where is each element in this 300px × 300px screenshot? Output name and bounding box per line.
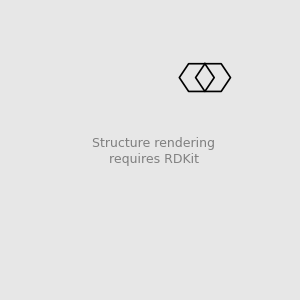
Text: Structure rendering
requires RDKit: Structure rendering requires RDKit [92, 137, 215, 166]
